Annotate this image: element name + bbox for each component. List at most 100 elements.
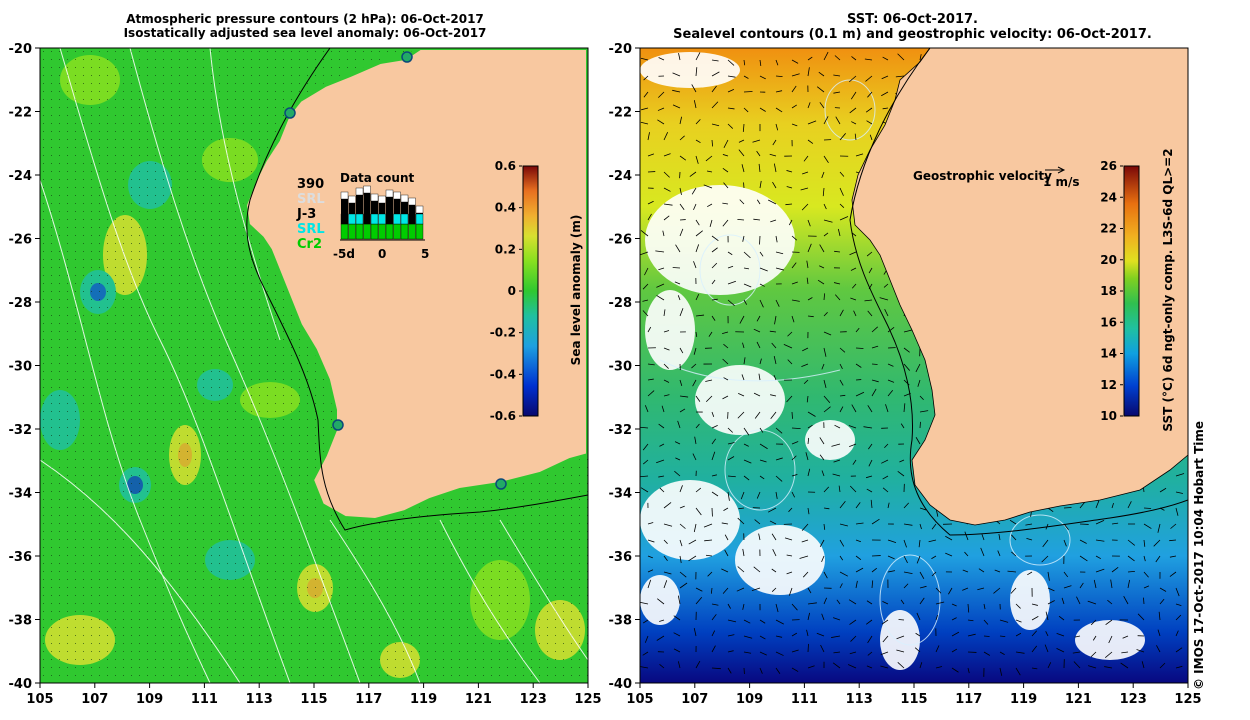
- sla-colorbar-label: Sea level anomaly (m): [569, 215, 583, 366]
- left-lat-tick-label: -28: [9, 296, 33, 311]
- right-title-line2: Sealevel contours (0.1 m) and geostrophi…: [673, 27, 1152, 42]
- sla-colorbar-tick: 0: [508, 284, 516, 298]
- right-title-line1: SST: 06-Oct-2017.: [847, 12, 978, 27]
- right-lon-tick-label: 111: [791, 692, 818, 707]
- pressure-contours: [40, 48, 588, 683]
- right-lon-tick-label: 121: [1065, 692, 1092, 707]
- velocity-legend-scale: 1 m/s: [1043, 175, 1080, 189]
- data-count-label: SRL: [297, 222, 325, 237]
- right-lat-tick-label: -32: [609, 423, 633, 438]
- sst-colorbar-tick: 18: [1100, 284, 1117, 298]
- left-lon-tick-label: 109: [136, 692, 163, 707]
- right-lon-tick-label: 105: [626, 692, 653, 707]
- right-map: [640, 48, 1188, 683]
- data-count-bar: [385, 189, 394, 240]
- velocity-legend: Geostrophic velocity 1 m/s: [913, 166, 1080, 189]
- data-count-bar: [378, 195, 386, 240]
- sla-colorbar-tick: -0.6: [490, 409, 516, 423]
- right-lat-tick-label: -30: [609, 360, 633, 375]
- right-lat-tick-label: -38: [609, 614, 633, 629]
- sst-colorbar-tick: 26: [1100, 159, 1117, 173]
- left-lat-tick-label: -30: [9, 360, 33, 375]
- sla-colorbar-tick: 0.2: [495, 242, 516, 256]
- right-lon-tick-label: 123: [1120, 692, 1147, 707]
- data-count-tick-1: 0: [378, 247, 386, 261]
- right-lat-tick-label: -36: [609, 550, 633, 565]
- right-coastline-land: [851, 48, 1188, 526]
- sla-colorbar-tick: 0.4: [495, 201, 516, 215]
- left-map-title: Atmospheric pressure contours (2 hPa): 0…: [60, 12, 550, 40]
- data-count-bar: [415, 205, 424, 240]
- data-count-label: Cr2: [297, 237, 322, 252]
- right-lon-tick-label: 113: [846, 692, 873, 707]
- tide-gauge-stations: [284, 51, 507, 490]
- left-title-line2: Isostatically adjusted sea level anomaly…: [123, 26, 487, 40]
- sst-colorbar-tick: 16: [1100, 315, 1117, 329]
- right-lat-tick-label: -22: [609, 106, 633, 121]
- left-lat-tick-label: -20: [9, 42, 33, 57]
- data-count-bar: [370, 193, 379, 240]
- right-lat-tick-label: -28: [609, 296, 633, 311]
- left-lat-tick-label: -22: [9, 106, 33, 121]
- data-count-title: Data count: [340, 171, 415, 185]
- data-count-bar: [348, 195, 356, 240]
- sst-colorbar: 26 24 22 20 18 16 14 12 10 SST (°C) 6d ngt-only …: [1100, 148, 1175, 431]
- left-lat-tick-label: -34: [9, 487, 33, 502]
- right-map-title: SST: 06-Oct-2017. Sealevel contours (0.1…: [640, 12, 1185, 42]
- right-bathymetry-line: [849, 48, 1188, 536]
- sst-cloud-gaps: [640, 52, 1145, 670]
- left-lat-tick-label: -36: [9, 550, 33, 565]
- sla-colorbar: 0.6 0.4 0.2 0 -0.2 -0.4 -0.6 Sea level anomaly…: [490, 159, 583, 423]
- sla-colorbar-tick: -0.2: [490, 326, 516, 340]
- left-lon-tick-label: 111: [191, 692, 218, 707]
- data-count-bar: [400, 194, 409, 240]
- left-lon-tick-label: 121: [465, 692, 492, 707]
- right-lat-tick-label: -34: [609, 487, 633, 502]
- right-axes: 105 107 109 111 113 115 117 119 121 123 125 -20 -22 -…: [609, 42, 1202, 707]
- right-lon-tick-label: 125: [1174, 692, 1201, 707]
- data-count-bar: [355, 187, 364, 240]
- left-lat-tick-label: -40: [9, 677, 33, 692]
- right-lat-tick-label: -40: [609, 677, 633, 692]
- left-lat-tick-label: -32: [9, 423, 33, 438]
- sst-colorbar-tick: 20: [1100, 253, 1117, 267]
- left-bathymetry-line: [246, 48, 588, 531]
- sst-colorbar-label: SST (°C) 6d ngt-only comp. L3S-6d QL>=2: [1161, 148, 1175, 431]
- data-count-bar: [340, 191, 349, 240]
- data-count-bar: [363, 185, 371, 240]
- data-count-bars: [340, 185, 424, 240]
- data-count-tick-0: -5d: [333, 247, 355, 261]
- right-lon-tick-label: 109: [736, 692, 763, 707]
- data-count-label: 390: [297, 177, 324, 192]
- left-map: [40, 48, 588, 683]
- right-lat-tick-label: -26: [609, 233, 633, 248]
- sst-colorbar-tick: 12: [1100, 378, 1117, 392]
- left-lon-tick-label: 125: [574, 692, 601, 707]
- sla-colorbar-tick: 0.6: [495, 159, 516, 173]
- left-lon-tick-label: 119: [410, 692, 437, 707]
- left-lon-tick-label: 107: [81, 692, 108, 707]
- left-lon-tick-label: 105: [26, 692, 53, 707]
- left-lat-tick-label: -38: [9, 614, 33, 629]
- left-axes: 105 107 109 111 113 115 117 119 121 123 125 -20 -22 -…: [9, 42, 602, 707]
- left-lon-tick-label: 123: [520, 692, 547, 707]
- data-count-tick-2: 5: [421, 247, 429, 261]
- right-lon-tick-label: 107: [681, 692, 708, 707]
- left-lon-tick-label: 115: [300, 692, 327, 707]
- sst-colorbar-tick: 10: [1100, 409, 1117, 423]
- sea-level-contours: [659, 79, 1071, 646]
- right-lon-tick-label: 115: [900, 692, 927, 707]
- data-count-label: J-3: [296, 207, 316, 222]
- right-lon-tick-label: 119: [1010, 692, 1037, 707]
- imos-credit: © IMOS 17-Oct-2017 10:04 Hobart Time: [1192, 420, 1206, 690]
- sst-colorbar-tick: 14: [1100, 347, 1117, 361]
- data-count-bar: [408, 197, 416, 240]
- right-lat-tick-label: -24: [609, 169, 633, 184]
- data-count-bar: [393, 191, 401, 240]
- sst-colorbar-tick: 24: [1100, 190, 1117, 204]
- right-lon-tick-label: 117: [955, 692, 982, 707]
- left-lon-tick-label: 113: [246, 692, 273, 707]
